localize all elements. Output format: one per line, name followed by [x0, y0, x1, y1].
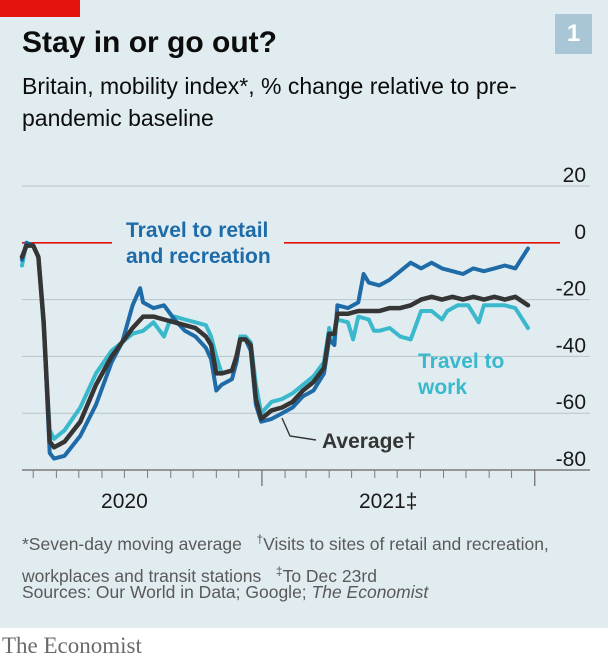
sources-publisher: The Economist: [311, 582, 429, 602]
series-label-work: work: [417, 376, 467, 399]
series-label-retail: and recreation: [126, 245, 271, 268]
footnote-ddagger-mark: ‡: [275, 563, 283, 578]
footnote-dagger-mark: †: [256, 532, 264, 546]
y-tick-label: 20: [563, 164, 586, 187]
chart-panel: [0, 0, 608, 628]
line-chart: 20 0 -20 -40 -60 -80 2020 2021‡ Travel to retail…: [19, 164, 590, 513]
footnote-ddagger: To Dec 23rd: [282, 565, 377, 586]
y-tick-label: 0: [574, 221, 586, 244]
series-label-work: Travel to: [418, 350, 504, 373]
chart-title: Stay in or go out?: [22, 26, 277, 59]
average-leader-line: [281, 417, 317, 441]
x-tick-label: 2021‡: [359, 490, 417, 513]
chart-number-badge: 1: [555, 14, 592, 54]
chart-footnote: *Seven-day moving average †Visits to sit…: [22, 526, 592, 590]
brand-red-tag: [0, 0, 80, 17]
footnote-dagger: Visits to sites of retail and recreation…: [22, 533, 549, 586]
sources-prefix: Sources: Our World in Data; Google;: [22, 582, 312, 602]
chart-subtitle: Britain, mobility index*, % change relat…: [22, 73, 517, 131]
economist-wordmark: The Economist: [2, 633, 142, 658]
series-label-retail: Travel to retail: [126, 219, 268, 242]
y-tick-label: -20: [556, 278, 586, 301]
series-label-average: Average†: [322, 430, 416, 453]
y-tick-label: -40: [556, 334, 586, 357]
x-tick-label: 2020: [101, 490, 148, 513]
footnote-star: *Seven-day moving average: [22, 533, 242, 554]
chart-sources: Sources: Our World in Data; Google; The …: [22, 582, 428, 603]
series-line-average: [19, 243, 531, 450]
y-tick-label: -80: [556, 448, 586, 471]
y-tick-label: -60: [556, 391, 586, 414]
